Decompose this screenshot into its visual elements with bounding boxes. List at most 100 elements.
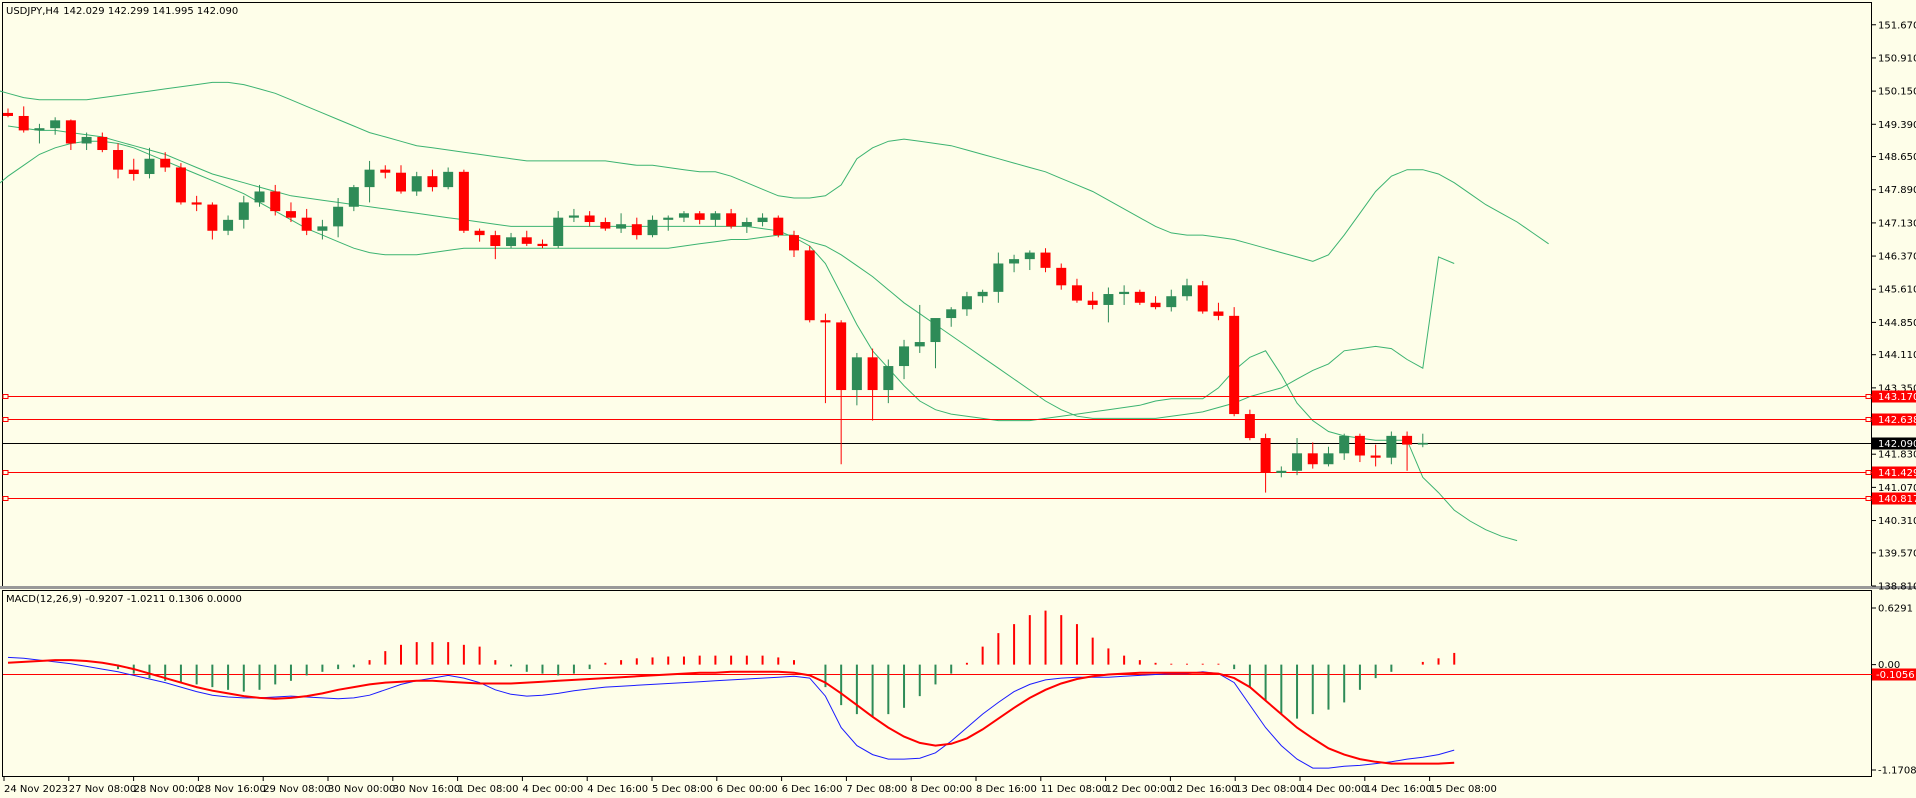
price-tick-label: 151.670 [1878, 20, 1916, 31]
time-tick-label: 7 Dec 08:00 [846, 784, 907, 795]
candle-body [18, 115, 29, 131]
level-handle-right [1865, 394, 1872, 399]
candle-body [443, 171, 454, 188]
candle-body [710, 213, 721, 220]
candle-body [380, 169, 391, 173]
candle-body [883, 366, 894, 391]
symbol-header: USDJPY,H4 142.029 142.299 141.995 142.090 [6, 6, 238, 17]
candlesticks [3, 106, 1428, 493]
candle-body [175, 167, 186, 203]
candle-body [1150, 302, 1161, 308]
candle-body [1276, 470, 1287, 473]
time-tick-label: 6 Dec 00:00 [717, 784, 778, 795]
candle-body [191, 202, 202, 205]
price-tick-label: 145.610 [1878, 285, 1916, 296]
price-tick-label: 147.130 [1878, 218, 1916, 229]
time-tick-label: 13 Dec 08:00 [1235, 784, 1302, 795]
level-price-label: 143.170 [1878, 392, 1916, 403]
time-tick-label: 12 Dec 00:00 [1106, 784, 1173, 795]
macd-tick-label: 0.00 [1878, 660, 1900, 671]
macd-level-tag [1872, 668, 1916, 681]
horizontal-levels[interactable]: 143.170 142.638 142.090 141.429 140.817 [2, 390, 1916, 506]
candle-body [223, 219, 234, 231]
candle-body [1370, 455, 1381, 458]
price-tick-label: 150.910 [1878, 53, 1916, 64]
candle-body [1244, 414, 1255, 439]
level-price-label: 141.429 [1878, 468, 1916, 479]
candle-body [836, 322, 847, 391]
level-handle-left [2, 470, 9, 475]
price-tick-label: 141.830 [1878, 450, 1916, 461]
price-tick-label: 149.390 [1878, 120, 1916, 131]
candle-body [50, 120, 61, 129]
candle-body [1040, 252, 1051, 268]
candle-body [81, 136, 92, 144]
time-tick-label: 11 Dec 08:00 [1041, 784, 1108, 795]
level-handle-right [1865, 470, 1872, 475]
time-tick-label: 28 Nov 00:00 [134, 784, 201, 795]
level-handle-right [1865, 417, 1872, 422]
candle-body [584, 215, 595, 223]
candle-body [616, 224, 627, 229]
level-handle-left [2, 496, 9, 501]
candle-body [993, 263, 1004, 292]
bollinger-lower [0, 140, 1455, 419]
candle-body [490, 235, 501, 247]
price-tick-label: 138.810 [1878, 582, 1916, 593]
level-handle-left [2, 394, 9, 399]
candle-body [1213, 311, 1224, 316]
macd-tick-label: -1.1708 [1878, 766, 1916, 777]
level-price-label: 140.817 [1878, 494, 1916, 505]
candle-body [285, 211, 296, 218]
price-tick-label: 140.310 [1878, 516, 1916, 527]
time-tick-label: 1 Dec 08:00 [458, 784, 519, 795]
candle-body [961, 296, 972, 310]
time-tick-label: 4 Dec 00:00 [522, 784, 583, 795]
price-tick-label: 143.350 [1878, 383, 1916, 394]
candle-body [65, 120, 76, 144]
level-price-label: 142.638 [1878, 415, 1916, 426]
candle-body [1402, 435, 1413, 445]
candle-body [506, 237, 517, 247]
macd-level-label: -0.1056 [1876, 670, 1915, 681]
time-tick-label: 14 Dec 00:00 [1300, 784, 1367, 795]
time-tick-label: 24 Nov 2023 [4, 784, 68, 795]
level-price-tag [1872, 390, 1916, 403]
candle-body [1417, 442, 1428, 445]
candle-body [160, 158, 171, 168]
level-price-tag [1872, 413, 1916, 426]
candle-body [789, 235, 799, 251]
candle-body [34, 128, 45, 131]
candle-body [348, 187, 359, 207]
candle-body [1119, 291, 1130, 295]
price-tick-label: 144.850 [1878, 318, 1916, 329]
candle-body [694, 213, 705, 220]
candle-body [537, 243, 548, 247]
macd-pane-frame [2, 590, 1872, 777]
price-tick-label: 150.150 [1878, 87, 1916, 98]
time-tick-label: 27 Nov 08:00 [69, 784, 136, 795]
time-tick-label: 6 Dec 16:00 [782, 784, 843, 795]
candle-body [820, 320, 831, 323]
macd-signal-line [7, 659, 1455, 765]
time-tick-label: 8 Dec 00:00 [911, 784, 972, 795]
price-tick-label: 146.370 [1878, 252, 1916, 263]
candle-body [270, 191, 281, 212]
candle-body [427, 176, 438, 188]
candle-body [1024, 252, 1035, 260]
candle-body [396, 172, 406, 192]
candle-body [930, 318, 941, 343]
time-tick-label: 8 Dec 16:00 [976, 784, 1037, 795]
candle-body [726, 213, 737, 227]
candle-body [3, 112, 13, 116]
candle-body [113, 150, 124, 170]
candle-body [851, 357, 862, 391]
candle-body [804, 250, 815, 321]
candle-body [97, 136, 108, 151]
candle-body [914, 342, 925, 347]
level-handle-right [1865, 496, 1872, 501]
candle-body [741, 222, 752, 227]
candle-body [1166, 296, 1177, 308]
time-tick-label: 5 Dec 08:00 [652, 784, 713, 795]
